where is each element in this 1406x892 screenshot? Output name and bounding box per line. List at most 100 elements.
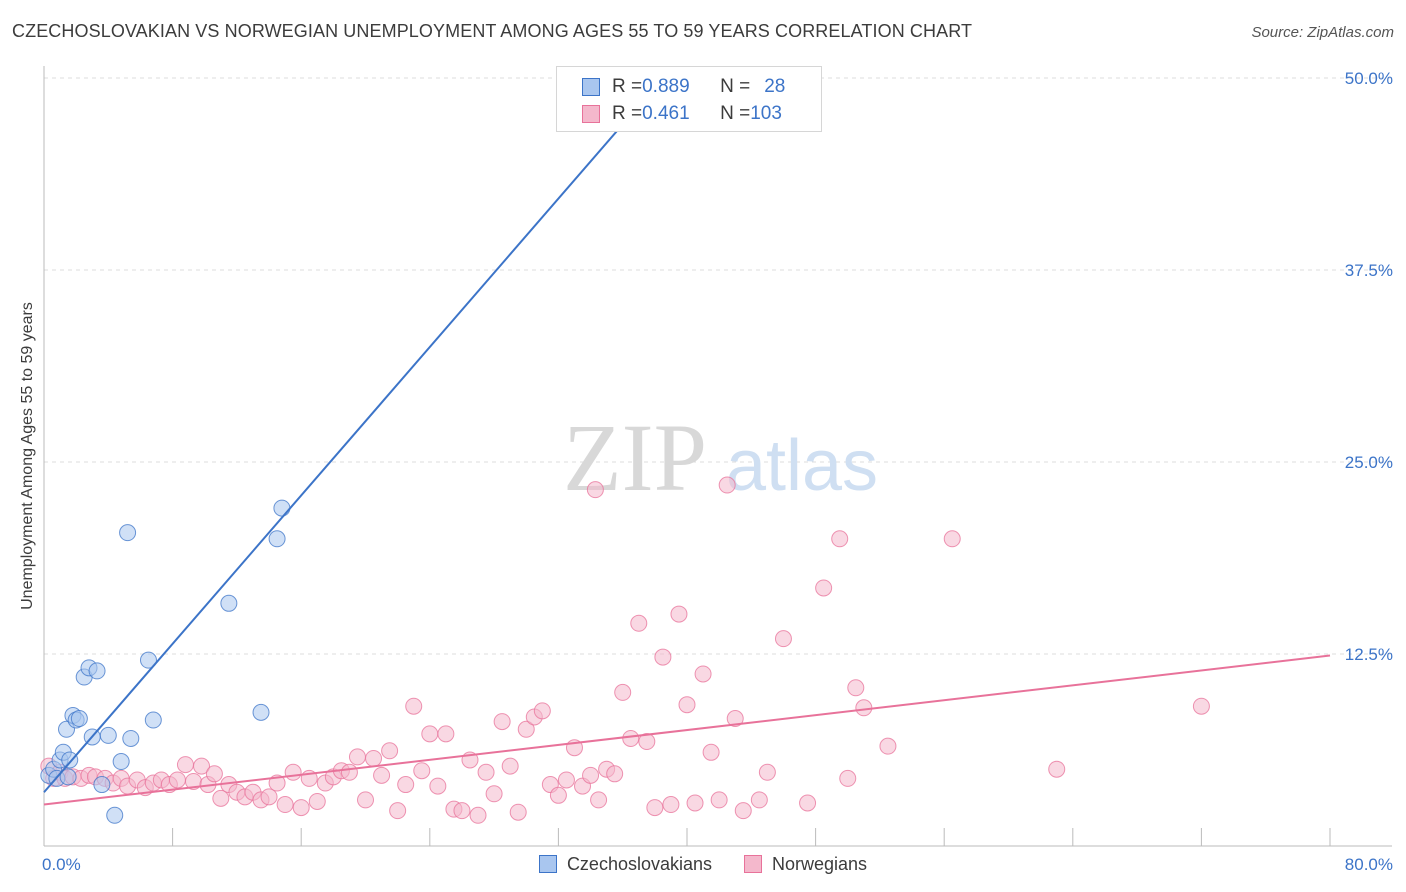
norwegian-point bbox=[510, 804, 526, 820]
norwegian-point bbox=[261, 789, 277, 805]
blue-swatch-icon bbox=[582, 78, 600, 96]
norwegian-point bbox=[486, 786, 502, 802]
norwegian-point bbox=[840, 770, 856, 786]
norwegian-point bbox=[623, 730, 639, 746]
norwegian-point bbox=[293, 800, 309, 816]
czechoslovakian-point bbox=[123, 730, 139, 746]
norwegian-point bbox=[430, 778, 446, 794]
norwegian-point bbox=[687, 795, 703, 811]
y-tick-label: 12.5% bbox=[1345, 645, 1393, 664]
n-label: N = bbox=[720, 76, 750, 98]
norwegian-point bbox=[816, 580, 832, 596]
norwegian-point bbox=[671, 606, 687, 622]
norwegian-point bbox=[550, 787, 566, 803]
norwegian-point bbox=[382, 743, 398, 759]
r-value: 0.461 bbox=[642, 103, 708, 125]
czechoslovakian-point bbox=[269, 531, 285, 547]
norwegian-point bbox=[607, 766, 623, 782]
norwegian-point bbox=[848, 680, 864, 696]
norwegian-point bbox=[587, 482, 603, 498]
norwegian-point bbox=[213, 790, 229, 806]
czechoslovakian-point bbox=[89, 663, 105, 679]
norwegian-point bbox=[631, 615, 647, 631]
norwegian-point bbox=[615, 684, 631, 700]
norwegian-point bbox=[454, 803, 470, 819]
watermark-zip: ZIP bbox=[563, 404, 707, 511]
czechoslovakian-point bbox=[145, 712, 161, 728]
norwegian-point bbox=[695, 666, 711, 682]
y-tick-label: 25.0% bbox=[1345, 453, 1393, 472]
norwegian-point bbox=[285, 764, 301, 780]
r-label: R = bbox=[612, 103, 642, 125]
r-label: R = bbox=[612, 76, 642, 98]
norwegian-point bbox=[374, 767, 390, 783]
norwegian-point bbox=[856, 700, 872, 716]
norwegian-point bbox=[206, 766, 222, 782]
gridlines bbox=[44, 78, 1392, 654]
pink-swatch-icon bbox=[582, 105, 600, 123]
norwegian-point bbox=[478, 764, 494, 780]
norwegian-trend-line bbox=[44, 656, 1330, 805]
watermark: ZIP atlas bbox=[563, 404, 878, 511]
norwegian-point bbox=[735, 803, 751, 819]
legend-item-norwegians[interactable]: Norwegians bbox=[744, 854, 867, 875]
pink-swatch-icon bbox=[744, 855, 762, 873]
norwegian-point bbox=[1049, 761, 1065, 777]
legend-row-czechoslovakians: R = 0.889 N = 28 bbox=[557, 74, 785, 100]
norwegian-point bbox=[647, 800, 663, 816]
series-legend: Czechoslovakians Norwegians bbox=[0, 852, 1406, 876]
r-value: 0.889 bbox=[642, 76, 708, 98]
norwegian-point bbox=[366, 750, 382, 766]
czechoslovakian-point bbox=[107, 807, 123, 823]
correlation-legend: R = 0.889 N = 28 R = 0.461 N = 103 bbox=[556, 66, 822, 132]
blue-swatch-icon bbox=[539, 855, 557, 873]
norwegian-point bbox=[880, 738, 896, 754]
norwegian-point bbox=[502, 758, 518, 774]
scatter-plot: ZIP atlas 12.5%25.0%37.5%50.0%0.0% 80.0% bbox=[0, 0, 1406, 892]
legend-item-czechoslovakians[interactable]: Czechoslovakians bbox=[539, 854, 712, 875]
norwegian-point bbox=[390, 803, 406, 819]
norwegian-point bbox=[422, 726, 438, 742]
norwegian-point bbox=[751, 792, 767, 808]
norwegian-point bbox=[719, 477, 735, 493]
watermark-atlas: atlas bbox=[726, 426, 878, 506]
czechoslovakian-point bbox=[253, 704, 269, 720]
czechoslovakian-point bbox=[221, 595, 237, 611]
czechoslovakian-point bbox=[94, 777, 110, 793]
norwegian-point bbox=[470, 807, 486, 823]
norwegian-point bbox=[277, 797, 293, 813]
n-label: N = bbox=[720, 103, 750, 125]
norwegian-point bbox=[703, 744, 719, 760]
n-value: 103 bbox=[750, 103, 782, 125]
norwegian-point bbox=[414, 763, 430, 779]
norwegian-point bbox=[349, 749, 365, 765]
norwegian-point bbox=[655, 649, 671, 665]
legend-row-norwegians: R = 0.461 N = 103 bbox=[557, 101, 782, 127]
norwegian-point bbox=[800, 795, 816, 811]
norwegian-point bbox=[398, 777, 414, 793]
norwegian-point bbox=[438, 726, 454, 742]
norwegian-point bbox=[169, 772, 185, 788]
y-tick-label: 37.5% bbox=[1345, 261, 1393, 280]
czechoslovakian-point bbox=[100, 727, 116, 743]
norwegian-point bbox=[494, 714, 510, 730]
czechoslovakian-point bbox=[120, 525, 136, 541]
norwegian-point bbox=[711, 792, 727, 808]
legend-label: Norwegians bbox=[772, 854, 867, 875]
norwegian-point bbox=[177, 757, 193, 773]
norwegian-point bbox=[832, 531, 848, 547]
norwegian-point bbox=[583, 767, 599, 783]
norwegian-point bbox=[406, 698, 422, 714]
norwegian-point bbox=[358, 792, 374, 808]
legend-label: Czechoslovakians bbox=[567, 854, 712, 875]
czechoslovakian-point bbox=[113, 754, 129, 770]
norwegian-point bbox=[341, 764, 357, 780]
norwegian-point bbox=[309, 793, 325, 809]
norwegian-point bbox=[775, 631, 791, 647]
czechoslovakian-point bbox=[62, 752, 78, 768]
czechoslovakian-point bbox=[274, 500, 290, 516]
norwegian-point bbox=[591, 792, 607, 808]
norwegian-point bbox=[679, 697, 695, 713]
n-value: 28 bbox=[764, 76, 785, 98]
norwegian-point bbox=[663, 797, 679, 813]
